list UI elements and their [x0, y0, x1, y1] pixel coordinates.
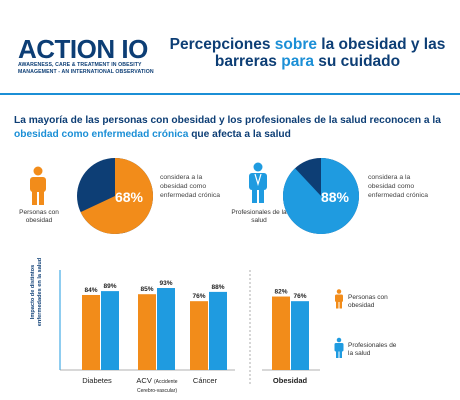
pie-professionals: 88% [283, 158, 359, 234]
bar-label-0-0: 84% [84, 287, 97, 294]
divider [0, 93, 460, 95]
bar-patients-1 [138, 294, 156, 370]
bar-label-0-2: 76% [192, 293, 205, 300]
bar-label-1-1: 93% [159, 280, 172, 287]
logo: ACTION IO [18, 34, 148, 64]
pie-patients-label: Personas con obesidad [19, 209, 59, 224]
bar-label-1-2: 88% [211, 284, 224, 291]
bar-patients-0 [82, 294, 100, 370]
category-obesidad: Obesidad [272, 376, 308, 385]
pie-patients-desc: considera a la obesidad como enfermedad … [160, 174, 221, 199]
category-cancer: Cáncer [192, 376, 218, 385]
bar-professionals-3 [291, 301, 309, 370]
legend-patients: Personas con obesidad [348, 294, 388, 309]
legend-person-orange-icon [335, 289, 343, 309]
legend-professionals: Profesionales de la salud [348, 342, 397, 357]
headline: La mayoría de las personas con obesidad … [14, 115, 441, 140]
bar-label-1-3: 76% [293, 293, 306, 300]
bar-professionals-1 [157, 288, 175, 370]
header: ACTION IO AWARENESS, CARE & TREATMENT IN… [0, 0, 460, 90]
bar-patients-2 [190, 301, 208, 370]
bar-professionals-2 [209, 291, 227, 370]
legend-doctor-icon [334, 337, 344, 358]
bar-label-0-3: 82% [274, 289, 287, 296]
pie-professionals-desc: considera a la obesidad como enfermedad … [368, 174, 429, 199]
bar-chart: 84% 85% 76% 82% 89% 93% 88% 76% [59, 270, 320, 384]
bar-patients-3 [272, 296, 290, 370]
category-acv: ACV (Accidente Cerebro-vascular) [136, 376, 178, 394]
bar-label-0-1: 85% [140, 286, 153, 293]
pie-patients: 68% [77, 158, 153, 234]
pie-professionals-value-slice [283, 158, 359, 234]
pie-patients-value-label: 68% [115, 189, 144, 205]
pie-professionals-value-label: 88% [321, 189, 350, 205]
pie-patients-value-slice [80, 158, 153, 234]
bar-label-1-0: 89% [103, 283, 116, 290]
category-diabetes: Diabetes [82, 376, 112, 385]
bar-professionals-0 [101, 291, 119, 370]
doctor-icon [249, 162, 267, 203]
person-orange-icon [30, 166, 46, 205]
page-title: Percepciones sobre la obesidad y las bar… [169, 36, 446, 70]
logo-subtitle: AWARENESS, CARE & TREATMENT IN OBESITY M… [18, 62, 154, 75]
pie-professionals-label: Profesionales de la salud [231, 209, 287, 224]
